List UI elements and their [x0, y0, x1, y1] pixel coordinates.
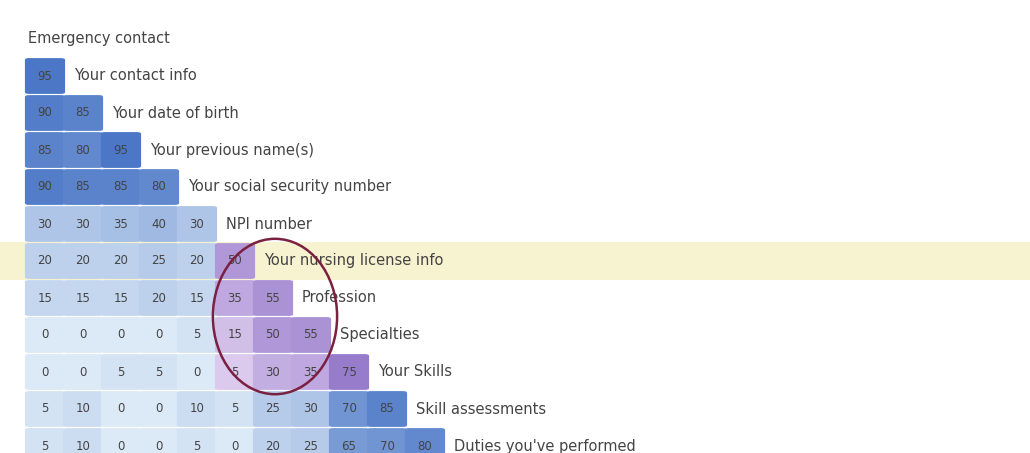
Text: 85: 85 — [380, 403, 394, 415]
Text: 5: 5 — [156, 366, 163, 379]
Text: 75: 75 — [342, 366, 356, 379]
Text: 0: 0 — [79, 328, 87, 342]
Text: 65: 65 — [342, 439, 356, 453]
Text: 5: 5 — [41, 439, 48, 453]
Text: 5: 5 — [41, 403, 48, 415]
Text: 55: 55 — [304, 328, 318, 342]
Text: 20: 20 — [75, 255, 91, 268]
Text: Your social security number: Your social security number — [188, 179, 391, 194]
Text: 30: 30 — [266, 366, 280, 379]
Text: 0: 0 — [232, 439, 239, 453]
Text: 20: 20 — [266, 439, 280, 453]
Text: 20: 20 — [113, 255, 129, 268]
Text: 70: 70 — [342, 403, 356, 415]
Text: 0: 0 — [117, 439, 125, 453]
Text: Duties you've performed: Duties you've performed — [454, 439, 636, 453]
Text: 0: 0 — [194, 366, 201, 379]
Text: 0: 0 — [156, 403, 163, 415]
Text: Your nursing license info: Your nursing license info — [264, 254, 443, 269]
Text: Your previous name(s): Your previous name(s) — [150, 143, 314, 158]
Text: 10: 10 — [75, 403, 91, 415]
Text: 85: 85 — [75, 180, 91, 193]
Text: 25: 25 — [304, 439, 318, 453]
Text: 30: 30 — [304, 403, 318, 415]
Text: 5: 5 — [194, 328, 201, 342]
Text: 50: 50 — [228, 255, 242, 268]
Text: 10: 10 — [75, 439, 91, 453]
Text: 20: 20 — [37, 255, 53, 268]
Text: 55: 55 — [266, 291, 280, 304]
Text: 30: 30 — [38, 217, 53, 231]
Text: 35: 35 — [304, 366, 318, 379]
Text: 0: 0 — [156, 439, 163, 453]
Text: 80: 80 — [75, 144, 91, 156]
Text: 95: 95 — [113, 144, 129, 156]
Text: 5: 5 — [117, 366, 125, 379]
Text: 15: 15 — [75, 291, 91, 304]
Text: 85: 85 — [113, 180, 129, 193]
Text: Skill assessments: Skill assessments — [416, 401, 546, 416]
Text: NPI number: NPI number — [226, 217, 312, 231]
Text: Specialties: Specialties — [340, 328, 419, 342]
Text: 10: 10 — [190, 403, 204, 415]
Text: 15: 15 — [113, 291, 129, 304]
Text: 70: 70 — [380, 439, 394, 453]
Text: 95: 95 — [37, 69, 53, 82]
Text: 30: 30 — [190, 217, 204, 231]
Text: 25: 25 — [266, 403, 280, 415]
Text: 25: 25 — [151, 255, 167, 268]
Text: 5: 5 — [194, 439, 201, 453]
Text: Your contact info: Your contact info — [74, 68, 197, 83]
Text: Emergency contact: Emergency contact — [28, 32, 170, 47]
Text: 15: 15 — [228, 328, 242, 342]
Text: 85: 85 — [75, 106, 91, 120]
Text: 0: 0 — [156, 328, 163, 342]
Text: 0: 0 — [79, 366, 87, 379]
Text: 15: 15 — [37, 291, 53, 304]
Text: 80: 80 — [417, 439, 433, 453]
Text: 80: 80 — [151, 180, 167, 193]
Text: 5: 5 — [232, 403, 239, 415]
Text: Your Skills: Your Skills — [378, 365, 452, 380]
Text: 20: 20 — [151, 291, 167, 304]
Text: 85: 85 — [38, 144, 53, 156]
Text: 90: 90 — [37, 180, 53, 193]
Text: 35: 35 — [228, 291, 242, 304]
Text: 30: 30 — [75, 217, 91, 231]
Text: 15: 15 — [190, 291, 204, 304]
Text: Your date of birth: Your date of birth — [112, 106, 239, 120]
Text: 0: 0 — [41, 328, 48, 342]
Text: 5: 5 — [232, 366, 239, 379]
Text: 40: 40 — [151, 217, 167, 231]
Text: 35: 35 — [113, 217, 129, 231]
Text: 20: 20 — [190, 255, 204, 268]
Text: 0: 0 — [41, 366, 48, 379]
Text: 50: 50 — [266, 328, 280, 342]
Text: 90: 90 — [37, 106, 53, 120]
Text: Profession: Profession — [302, 290, 377, 305]
Text: 0: 0 — [117, 403, 125, 415]
Text: 0: 0 — [117, 328, 125, 342]
